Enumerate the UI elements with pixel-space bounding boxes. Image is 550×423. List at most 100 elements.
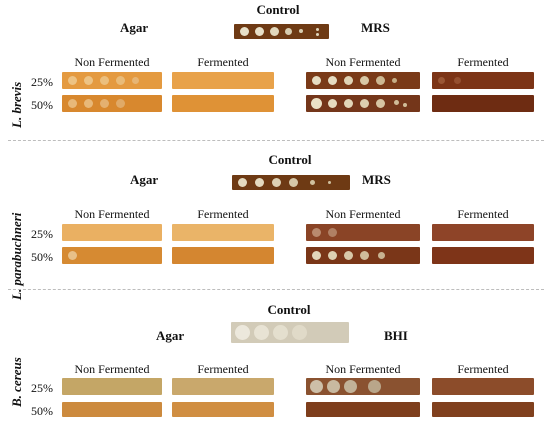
mrs-strip-non-fermented-25	[306, 224, 420, 241]
medium-label-agar: Agar	[156, 328, 185, 343]
column-header-fermented: Fermented	[457, 207, 509, 221]
colony-spot	[100, 76, 109, 85]
colony-spot	[328, 251, 337, 260]
colony-spot	[299, 29, 303, 33]
colony-spot	[273, 325, 288, 340]
control-plate-strip	[232, 175, 350, 190]
column-header-non-fermented: Non Fermented	[74, 362, 150, 376]
control-title: Control	[256, 2, 300, 17]
colony-spot	[316, 28, 319, 31]
colony-spot	[84, 99, 93, 108]
row-label-25: 25%	[31, 381, 53, 395]
medium-label-bhi: BHI	[384, 328, 408, 343]
medium-label-agar: Agar	[120, 20, 149, 35]
colony-spot	[272, 178, 281, 187]
row-label-25: 25%	[31, 75, 53, 89]
column-header-non-fermented: Non Fermented	[74, 207, 150, 221]
colony-spot	[312, 228, 321, 237]
colony-spot	[328, 181, 331, 184]
panel-divider	[8, 289, 544, 290]
bhi-strip-fermented-50	[432, 402, 534, 417]
colony-spot	[84, 76, 93, 85]
agar-strip-fermented-50	[172, 247, 274, 264]
colony-spot	[376, 76, 385, 85]
colony-spot	[311, 98, 322, 109]
medium-label-agar: Agar	[130, 172, 159, 187]
control-plate-strip	[231, 322, 349, 343]
colony-spot	[292, 325, 307, 340]
row-label-50: 50%	[31, 250, 53, 264]
mrs-strip-non-fermented-50	[306, 95, 420, 112]
column-header-fermented: Fermented	[197, 362, 249, 376]
row-label-50: 50%	[31, 98, 53, 112]
colony-spot	[255, 178, 264, 187]
agar-strip-fermented-25	[172, 378, 274, 395]
colony-spot	[68, 251, 77, 260]
colony-spot	[254, 325, 269, 340]
control-plate-strip	[234, 24, 329, 39]
colony-spot	[403, 103, 407, 107]
mrs-strip-fermented-50	[432, 95, 534, 112]
agar-strip-fermented-25	[172, 224, 274, 241]
colony-spot	[378, 252, 385, 259]
column-header-non-fermented: Non Fermented	[325, 55, 401, 69]
colony-spot	[68, 99, 77, 108]
colony-spot	[438, 77, 445, 84]
bhi-strip-non-fermented-25	[306, 378, 420, 395]
colony-spot	[376, 99, 385, 108]
colony-spot	[368, 380, 381, 393]
column-header-fermented: Fermented	[197, 207, 249, 221]
colony-spot	[100, 99, 109, 108]
mrs-strip-fermented-25	[432, 72, 534, 89]
mrs-strip-fermented-50	[432, 247, 534, 264]
colony-spot	[392, 78, 397, 83]
colony-spot	[360, 251, 369, 260]
colony-spot	[344, 99, 353, 108]
agar-strip-fermented-50	[172, 402, 274, 417]
agar-strip-non-fermented-50	[62, 402, 162, 417]
colony-spot	[116, 99, 125, 108]
colony-spot	[344, 251, 353, 260]
species-label: L. brevis	[9, 81, 24, 128]
colony-spot	[68, 76, 77, 85]
row-label-50: 50%	[31, 404, 53, 418]
row-label-25: 25%	[31, 227, 53, 241]
colony-spot	[316, 33, 319, 36]
species-label: B. cereus	[9, 357, 24, 407]
colony-spot	[327, 380, 340, 393]
colony-spot	[328, 99, 337, 108]
mrs-strip-non-fermented-50	[306, 247, 420, 264]
column-header-fermented: Fermented	[457, 55, 509, 69]
control-title: Control	[268, 152, 312, 167]
colony-spot	[360, 76, 369, 85]
agar-strip-fermented-50	[172, 95, 274, 112]
column-header-fermented: Fermented	[197, 55, 249, 69]
colony-spot	[312, 76, 321, 85]
colony-spot	[285, 28, 292, 35]
bhi-strip-non-fermented-50	[306, 402, 420, 417]
agar-strip-non-fermented-25	[62, 224, 162, 241]
mrs-strip-non-fermented-25	[306, 72, 420, 89]
medium-label-mrs: MRS	[361, 20, 390, 35]
colony-spot	[116, 76, 125, 85]
agar-strip-fermented-25	[172, 72, 274, 89]
colony-spot	[270, 27, 279, 36]
colony-spot	[240, 27, 249, 36]
column-header-fermented: Fermented	[457, 362, 509, 376]
colony-spot	[289, 178, 298, 187]
agar-strip-non-fermented-50	[62, 247, 162, 264]
agar-strip-non-fermented-25	[62, 72, 162, 89]
colony-spot	[310, 180, 315, 185]
medium-label-mrs: MRS	[362, 172, 391, 187]
control-title: Control	[267, 302, 311, 317]
colony-spot	[310, 380, 323, 393]
column-header-non-fermented: Non Fermented	[325, 207, 401, 221]
bhi-strip-fermented-25	[432, 378, 534, 395]
colony-spot	[238, 178, 247, 187]
mrs-strip-fermented-25	[432, 224, 534, 241]
colony-spot	[328, 76, 337, 85]
agar-strip-non-fermented-25	[62, 378, 162, 395]
colony-spot	[394, 100, 399, 105]
colony-spot	[132, 77, 139, 84]
colony-spot	[360, 99, 369, 108]
